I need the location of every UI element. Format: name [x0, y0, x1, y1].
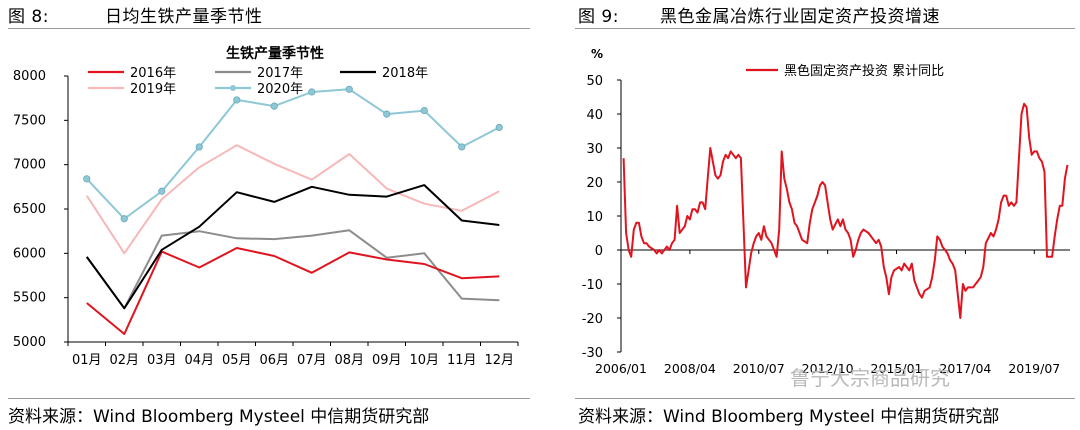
y-tick-label: 50	[586, 74, 603, 89]
y-tick-label: -20	[582, 312, 603, 327]
x-tick-label: 05月	[222, 353, 252, 368]
x-tick-label: 2012/10	[802, 361, 854, 376]
legend-label-2016年: 2016年	[130, 66, 176, 81]
left-title-rule	[8, 28, 530, 29]
right-source-note: 资料来源：Wind Bloomberg Mysteel 中信期货研究部	[578, 407, 1000, 427]
y-unit-label: %	[591, 47, 603, 61]
legend-label-2020年: 2020年	[257, 82, 303, 97]
x-tick-label: 03月	[147, 353, 177, 368]
series-marker-2020年	[83, 175, 91, 183]
left-figure-label: 图 8:	[8, 7, 49, 27]
series-marker-2020年	[195, 143, 203, 151]
series-marker-2020年	[495, 123, 503, 132]
right-figure-label: 图 9:	[578, 7, 619, 27]
x-tick-label: 09月	[372, 353, 402, 368]
series-line-2020年	[86, 88, 500, 220]
chart-title: 生铁产量季节性	[226, 45, 324, 62]
x-tick-label: 2008/04	[664, 361, 716, 376]
series-marker-2020年	[308, 88, 316, 96]
legend-marker-2020年	[230, 85, 236, 91]
right-title-rule	[575, 28, 1075, 29]
x-tick-label: 2015/01	[871, 361, 923, 376]
x-tick-label: 06月	[259, 353, 289, 368]
x-tick-label: 02月	[109, 353, 139, 368]
y-tick-label: 40	[586, 108, 603, 123]
x-tick-label: 04月	[184, 353, 214, 368]
left-source-rule	[8, 398, 530, 399]
series-marker-2020年	[158, 187, 166, 195]
legend-label-2019年: 2019年	[130, 82, 176, 97]
x-tick-label: 12月	[484, 353, 514, 368]
y-tick-label: 10	[586, 210, 603, 225]
seasonality-chart: 5000 5500 6000 6500 7000 7500 8000 01月 02月 03月 04月…	[13, 45, 519, 368]
x-tick-label: 11月	[447, 353, 477, 368]
series-line-2017年	[85, 229, 500, 310]
right-source-rule	[575, 398, 1075, 399]
series-marker-2020年	[458, 143, 466, 151]
left-figure-title: 日均生铁产量季节性	[105, 7, 263, 27]
y-tick-label: 5500	[13, 291, 46, 306]
y-tick-label: -30	[582, 346, 603, 361]
x-tick-label: 07月	[297, 353, 327, 368]
y-tick-label: -10	[582, 278, 603, 293]
x-tick-label: 2019/07	[1008, 361, 1060, 376]
y-tick-label: 20	[586, 176, 603, 191]
legend-label-fai: 黑色固定资产投资 累计同比	[784, 63, 944, 79]
x-tick-label: 2006/01	[595, 361, 647, 376]
y-tick-label: 6500	[13, 202, 46, 217]
series-line-2016年	[86, 247, 500, 335]
series-marker-2020年	[383, 110, 391, 118]
x-tick-label: 01月	[72, 353, 102, 368]
y-tick-label: 30	[586, 142, 603, 157]
series-line-2018年	[85, 184, 500, 310]
y-tick-label: 8000	[13, 69, 46, 84]
right-figure-title: 黑色金属冶炼行业固定资产投资增速	[660, 7, 940, 27]
y-tick-label: 7500	[13, 113, 46, 128]
y-tick-label: 6000	[13, 246, 46, 261]
x-tick-label: 2017/04	[939, 361, 991, 376]
x-tick-label: 2010/07	[733, 361, 785, 376]
x-tick-label: 08月	[334, 353, 364, 368]
series-line-2019年	[85, 144, 500, 255]
x-tick-label: 10月	[409, 353, 439, 368]
y-tick-label: 0	[595, 244, 603, 259]
legend-label-2017年: 2017年	[257, 66, 303, 81]
series-line-fai	[622, 102, 1069, 319]
series-marker-2020年	[345, 85, 353, 93]
left-source-note: 资料来源：Wind Bloomberg Mysteel 中信期货研究部	[8, 407, 430, 427]
series-marker-2020年	[233, 96, 241, 104]
series-marker-2020年	[420, 106, 428, 115]
y-tick-label: 5000	[13, 335, 46, 350]
watermark-text: 鲁宁大宗商品研究	[790, 366, 950, 390]
series-marker-2020年	[270, 102, 278, 110]
fai-growth-chart: % -30 -20 -10 0 10 20 30 40 50 2006/01 2008/04 2010/…	[582, 47, 1070, 376]
y-tick-label: 7000	[13, 158, 46, 173]
legend-label-2018年: 2018年	[382, 66, 428, 81]
series-marker-2020年	[120, 215, 128, 223]
